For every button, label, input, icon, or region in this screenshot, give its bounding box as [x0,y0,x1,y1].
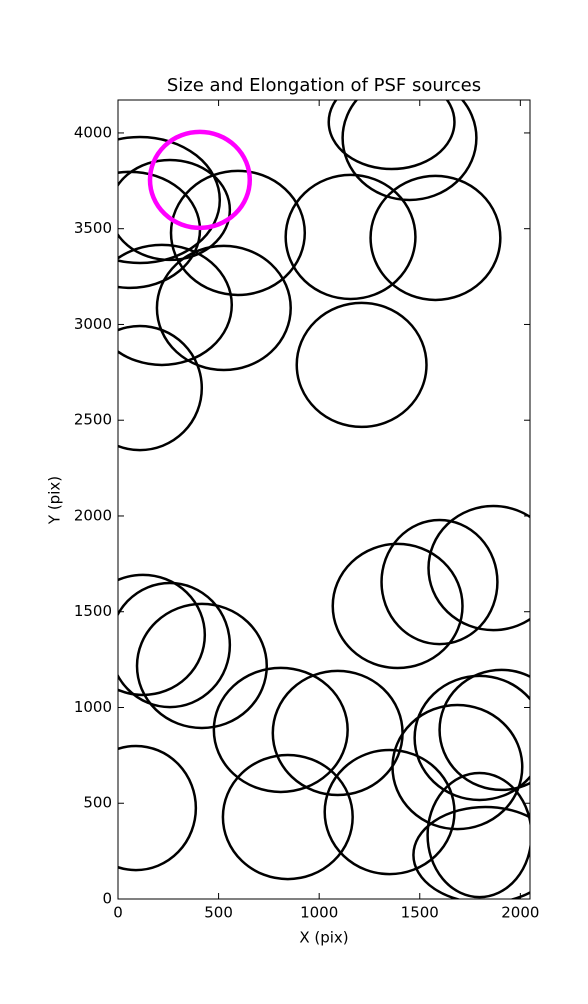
x-tick-label: 1500 [401,904,439,922]
psf-ellipse [380,518,499,646]
axes-frame [117,99,531,900]
y-tick-label: 2000 [74,506,112,524]
psf-ellipse [426,771,530,899]
psf-ellipse [118,158,232,262]
y-tick-label: 4000 [74,123,112,141]
psf-ellipse [135,602,269,730]
psf-ellipse [413,674,530,802]
psf-ellipse [221,753,354,881]
psf-ellipse [369,174,502,302]
psf-ellipse [118,744,198,872]
y-axis-label: Y (pix) [46,476,64,525]
psf-ellipse [147,129,253,231]
psf-ellipse [118,135,222,265]
psf-ellipse [118,324,204,452]
psf-ellipse [284,173,417,301]
psf-ellipse [412,805,530,899]
psf-ellipse [438,668,530,792]
psf-ellipse [427,504,530,632]
x-tick-label: 1000 [300,904,338,922]
psf-ellipse [118,581,232,709]
y-tick-label: 1500 [74,602,112,620]
psf-ellipse [391,703,524,831]
y-tick-label: 0 [102,890,112,908]
x-tick-label: 2000 [501,904,539,922]
x-tick-label: 500 [204,904,233,922]
psf-ellipse [331,542,464,670]
y-tick-label: 3500 [74,219,112,237]
psf-ellipse [169,169,307,297]
chart-title: Size and Elongation of PSF sources [167,75,481,96]
x-axis-label: X (pix) [299,929,348,947]
psf-ellipse [295,301,428,429]
psf-ellipse [327,100,456,171]
psf-ellipse [155,244,292,372]
y-tick-label: 3000 [74,315,112,333]
y-tick-label: 1000 [74,698,112,716]
psf-ellipse [118,243,233,367]
y-tick-label: 2500 [74,411,112,429]
psf-ellipse [212,666,349,794]
plot-area [118,100,530,899]
psf-ellipse [341,100,478,202]
x-tick-label: 0 [113,904,123,922]
y-tick-label: 500 [83,794,112,812]
